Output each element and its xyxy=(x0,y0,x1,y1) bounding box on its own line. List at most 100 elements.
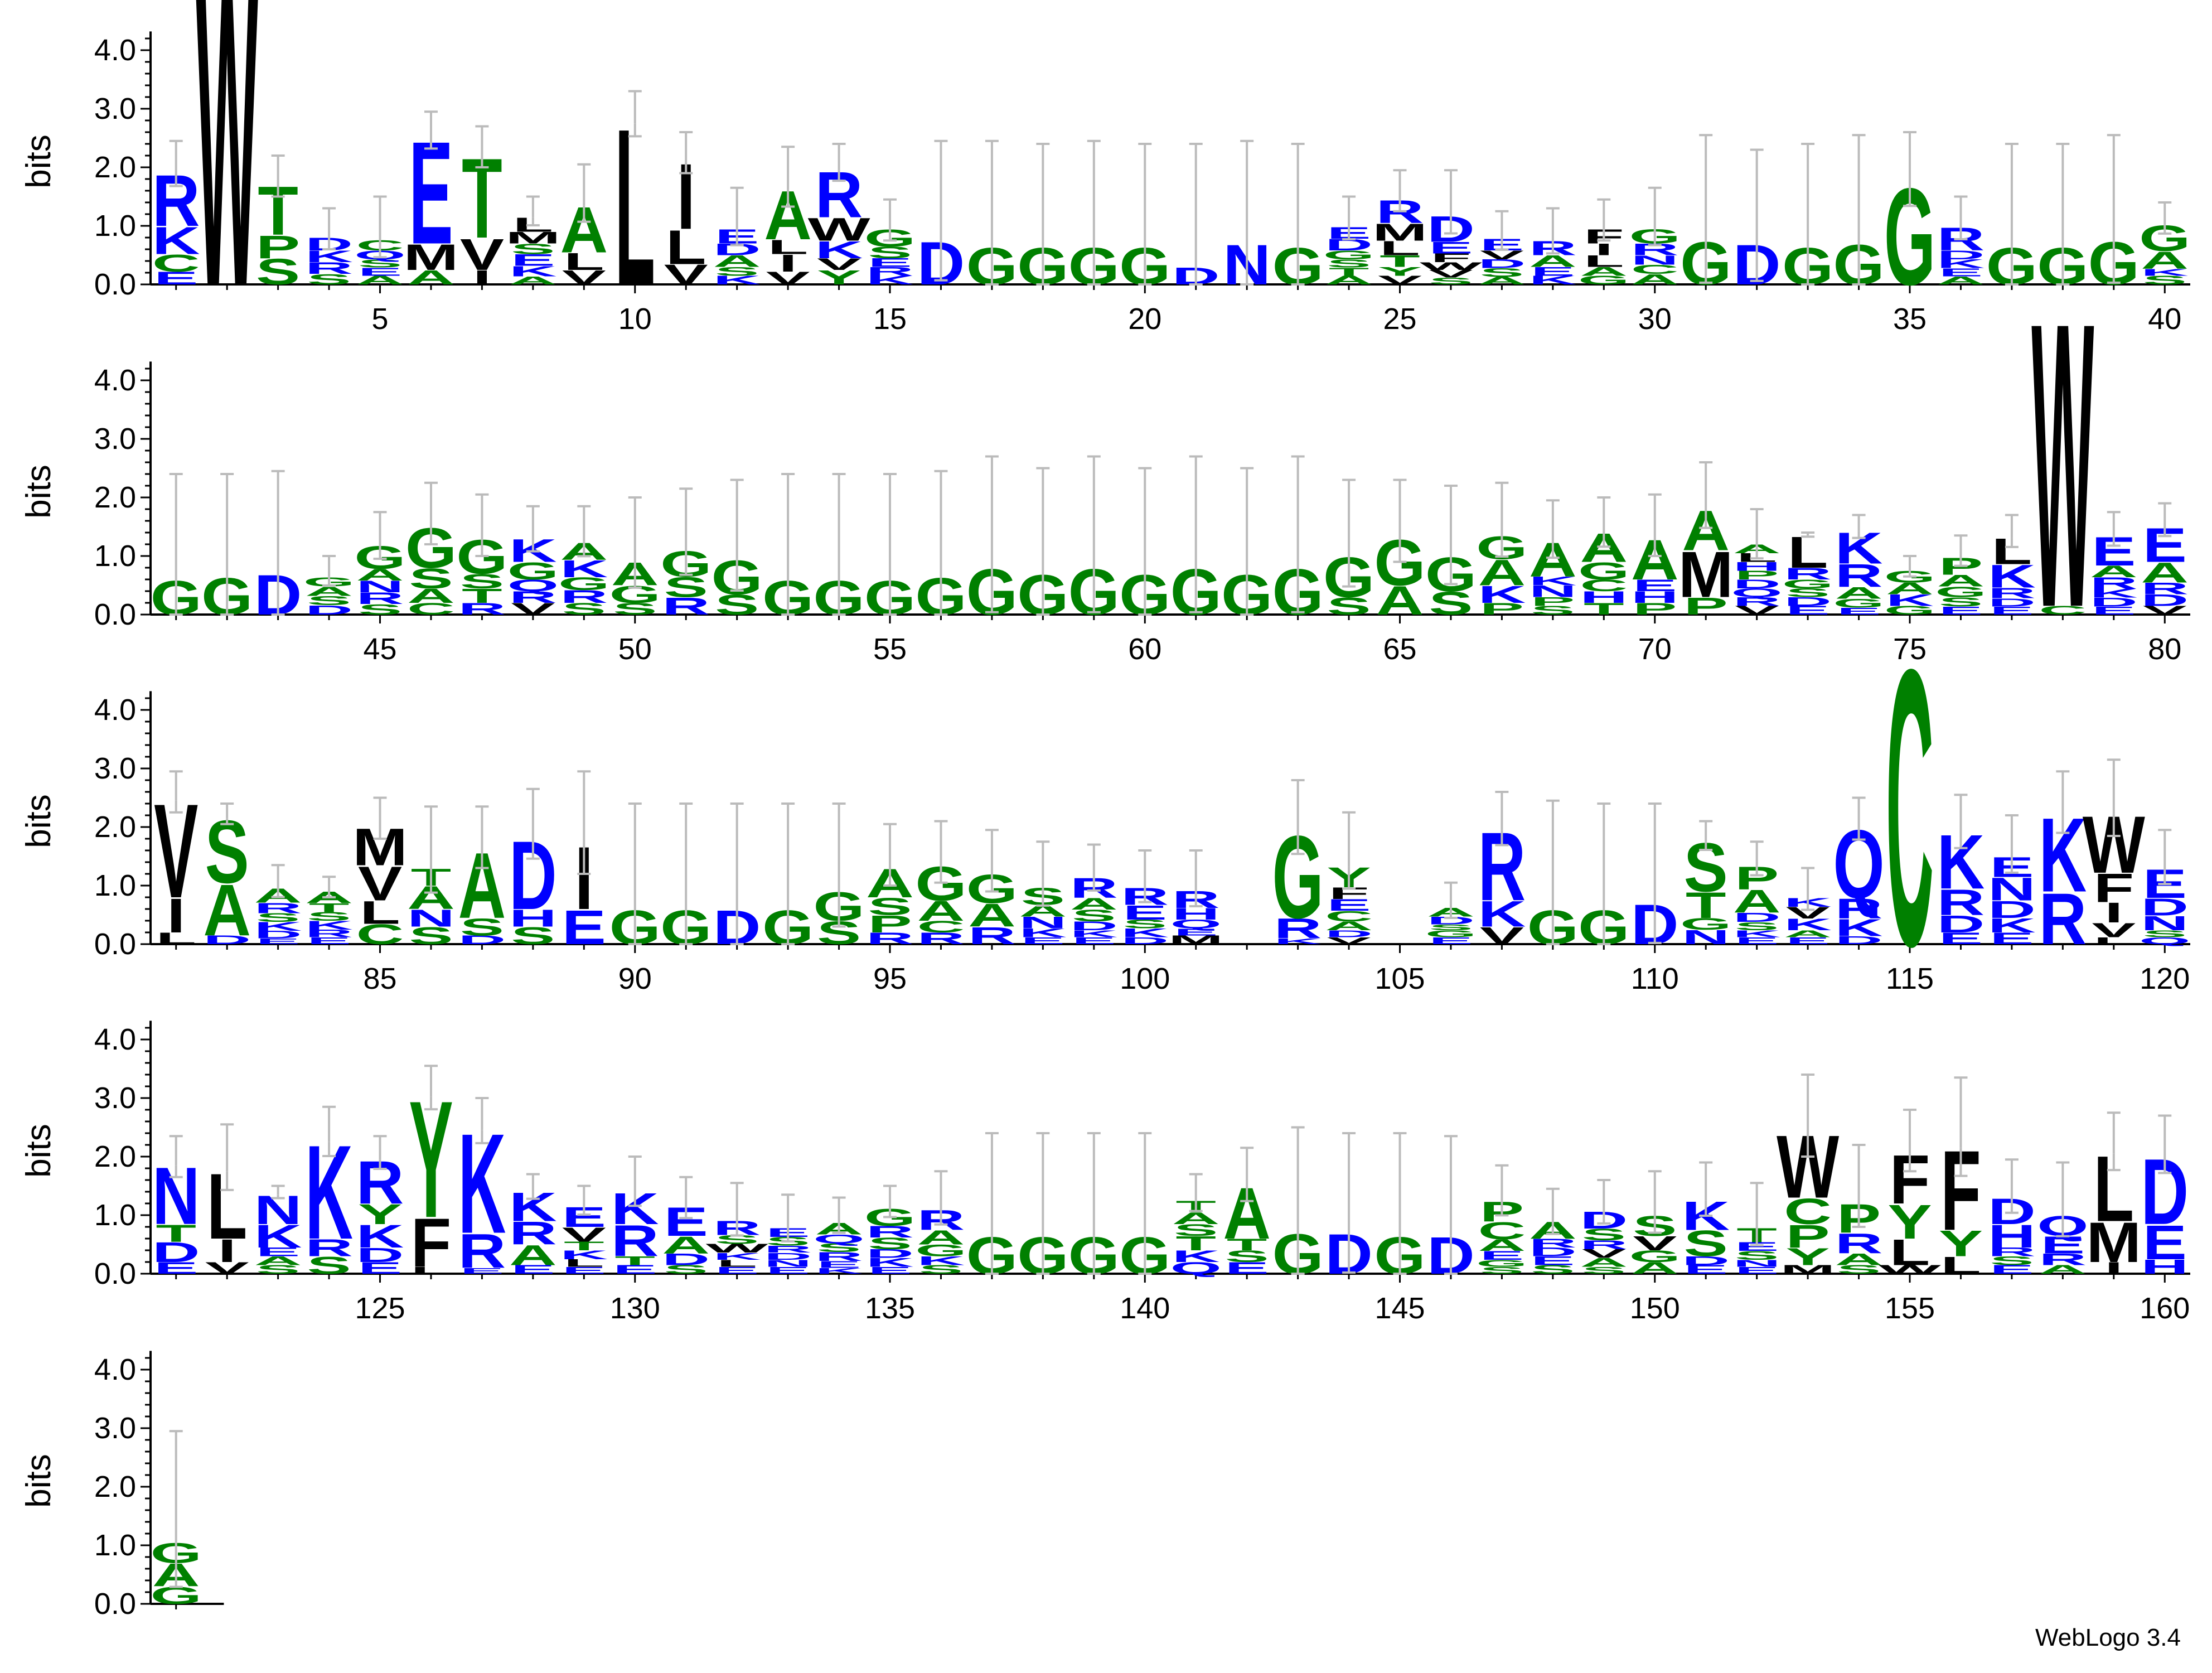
y-axis-label: bits xyxy=(20,1124,58,1177)
logo-column-133: ENDRSE xyxy=(764,1193,812,1276)
logo-letter: T xyxy=(615,1254,655,1268)
logo-letter: L xyxy=(1890,1232,1930,1273)
logo-column-5: AESQC xyxy=(354,195,406,287)
logo-letter: A xyxy=(1835,584,1883,602)
logo-letter: E xyxy=(1429,935,1473,946)
logo-letter: E xyxy=(1735,1265,1779,1276)
logo-letter: C xyxy=(1478,1217,1526,1244)
logo-letter: M xyxy=(1168,934,1223,947)
y-tick-label: 4.0 xyxy=(94,33,136,67)
y-tick-label: 2.0 xyxy=(94,810,136,844)
logo-letter: E xyxy=(1990,1263,2034,1276)
logo-row-4: 0.0 1.0 2.0 3.0 4.0 bits 125 130 135 140 145 150 155… xyxy=(20,1021,2190,1325)
logo-letter: S xyxy=(1735,1249,1779,1262)
logo-letter: T xyxy=(309,901,349,915)
logo-letter: K xyxy=(1733,929,1781,940)
y-tick-label: 4.0 xyxy=(94,1353,136,1386)
logo-letter: I xyxy=(167,889,185,943)
logo-letter: A xyxy=(1172,1210,1220,1227)
logo-letter: A xyxy=(1631,271,1679,287)
logo-letter: L xyxy=(1380,237,1420,260)
logo-letter: E xyxy=(1429,239,1473,257)
x-tick-label: 80 xyxy=(2148,632,2181,666)
logo-letter: S xyxy=(1174,1221,1218,1239)
logo-column-138: G xyxy=(1017,1132,1069,1285)
logo-letter: D xyxy=(1070,919,1118,932)
logo-column-37: G xyxy=(1986,143,2037,296)
logo-letter: E xyxy=(562,1265,606,1276)
logo-letter: E xyxy=(1684,1263,1728,1276)
logo-letter: R xyxy=(509,588,557,606)
logo-column-122: VIL xyxy=(205,1123,249,1277)
logo-column-56: G xyxy=(915,470,967,626)
logo-letter: R xyxy=(1274,913,1322,945)
logo-letter: A xyxy=(1886,579,1934,597)
logo-letter: G xyxy=(558,574,609,594)
logo-letter: G xyxy=(1578,557,1629,584)
logo-letter: S xyxy=(409,563,453,594)
logo-letter: D xyxy=(305,603,353,617)
logo-column-21: D xyxy=(1172,143,1220,289)
logo-letter: V xyxy=(1480,922,1524,949)
logo-letter: S xyxy=(2143,274,2187,287)
logo-letter: S xyxy=(307,1251,351,1279)
logo-letter: K xyxy=(560,1248,608,1261)
logo-letter: E xyxy=(1021,935,1065,946)
logo-letter: S xyxy=(460,570,504,593)
logo-letter: K xyxy=(1172,1248,1220,1265)
logo-letter: K xyxy=(1478,894,1526,935)
logo-letter: E xyxy=(1786,935,1830,946)
logo-letter: A xyxy=(1784,929,1832,940)
logo-column-109: G xyxy=(1578,802,1629,955)
logo-column-53: G xyxy=(762,473,814,625)
logo-letter: D xyxy=(662,1250,710,1268)
logo-letter: E xyxy=(358,265,402,278)
logo-letter: T xyxy=(1686,885,1726,926)
logo-letter: D xyxy=(866,1247,914,1260)
logo-column-64: SG xyxy=(1323,478,1374,620)
logo-letter: W xyxy=(808,211,871,248)
logo-letter: R xyxy=(866,930,914,947)
y-tick-label: 0.0 xyxy=(94,598,136,631)
logo-letter: E xyxy=(1786,604,1830,617)
logo-letter: E xyxy=(1939,930,1983,947)
logo-letter: M xyxy=(2086,1211,2141,1274)
logo-letter: S xyxy=(1837,1263,1881,1276)
logo-column-81: LIV xyxy=(154,770,198,947)
logo-letter: D xyxy=(1784,595,1832,608)
x-tick-label: 75 xyxy=(1893,632,1927,666)
logo-letter: E xyxy=(2092,605,2136,617)
logo-letter: L xyxy=(666,220,706,274)
logo-letter: G xyxy=(1629,1248,1681,1265)
y-tick-label: 1.0 xyxy=(94,869,136,902)
logo-column-63: G xyxy=(1272,455,1324,628)
logo-column-8: AKESML xyxy=(505,195,560,287)
logo-letter: E xyxy=(715,1265,759,1276)
logo-letter: V xyxy=(1327,935,1371,946)
logo-letter: D xyxy=(1937,248,1985,262)
logo-column-36: AEKDR xyxy=(1937,195,1985,287)
logo-letter: A xyxy=(509,274,557,287)
logo-letter: H xyxy=(1631,588,1679,606)
logo-letter: Q xyxy=(2139,935,2190,946)
y-tick-label: 1.0 xyxy=(94,1198,136,1232)
x-tick-label: 65 xyxy=(1383,632,1416,666)
logo-letter: R xyxy=(764,1244,812,1255)
logo-letter: D xyxy=(1835,934,1883,947)
logo-letter: Y xyxy=(1887,1195,1932,1249)
logo-letter: K xyxy=(2141,267,2189,278)
